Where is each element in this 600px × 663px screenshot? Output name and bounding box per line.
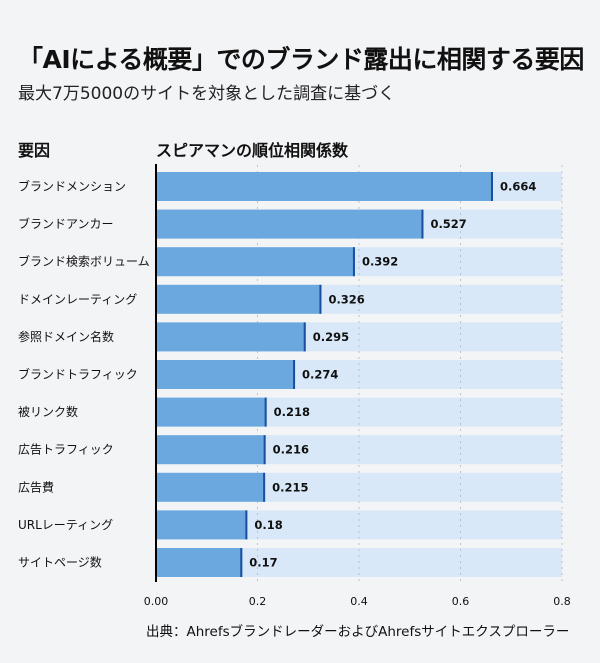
bar-end-marker	[303, 322, 306, 352]
bar-end-marker	[490, 172, 493, 201]
category-label: 広告トラフィック	[18, 443, 114, 457]
bar	[156, 472, 266, 502]
bar-end-marker	[240, 548, 243, 577]
category-label: URLレーティング	[18, 518, 113, 532]
data-label: 0.17	[249, 556, 277, 570]
category-label: ブランドメンション	[18, 179, 126, 194]
category-label: 被リンク数	[18, 404, 78, 419]
bar	[156, 510, 248, 540]
bar-end-marker	[293, 360, 296, 389]
data-label: 0.326	[328, 292, 364, 306]
bar-end-marker	[319, 284, 322, 314]
bar	[156, 360, 296, 389]
bar-end-marker	[264, 397, 267, 427]
x-tick-label: 0.6	[452, 595, 470, 608]
category-header: 要因	[18, 141, 51, 160]
category-label: ブランド検索ボリューム	[18, 254, 150, 269]
chart-subtitle: 最大7万5000のサイトを対象とした調査に基づく	[18, 84, 396, 104]
data-label: 0.527	[430, 217, 466, 231]
bar	[156, 247, 355, 277]
value-header: スピアマンの順位相関係数	[156, 141, 349, 160]
x-tick-label: 0.00	[144, 595, 169, 608]
bar	[156, 284, 322, 314]
bar-end-marker	[421, 209, 424, 239]
category-label: サイトページ数	[18, 555, 102, 570]
data-label: 0.664	[500, 180, 536, 194]
bar	[156, 209, 424, 239]
category-label: ブランドトラフィック	[18, 367, 138, 382]
data-label: 0.18	[254, 518, 282, 532]
category-label: ドメインレーティング	[18, 292, 137, 306]
data-label: 0.392	[362, 255, 398, 269]
bar-end-marker	[263, 435, 266, 465]
chart-title: 「AIによる概要」でのブランド露出に相関する要因	[18, 45, 584, 74]
bar	[156, 172, 493, 201]
bar-end-marker	[245, 510, 248, 540]
data-label: 0.215	[272, 480, 308, 494]
category-label: ブランドアンカー	[18, 216, 114, 231]
bar	[156, 397, 267, 427]
bar	[156, 548, 243, 577]
bar-end-marker	[352, 247, 355, 277]
source-note: 出典：AhrefsブランドレーダーおよびAhrefsサイトエクスプローラー	[146, 624, 570, 640]
category-label: 広告費	[18, 479, 54, 494]
data-label: 0.274	[302, 368, 338, 382]
category-label: 参照ドメイン名数	[18, 329, 114, 344]
data-label: 0.295	[313, 330, 349, 344]
x-tick-label: 0.4	[350, 595, 368, 608]
bar	[156, 322, 306, 352]
x-tick-label: 0.2	[249, 595, 267, 608]
data-label: 0.218	[274, 405, 310, 419]
bar-end-marker	[263, 472, 266, 502]
bar	[156, 435, 266, 465]
x-tick-label: 0.8	[553, 595, 571, 608]
data-label: 0.216	[273, 443, 309, 457]
